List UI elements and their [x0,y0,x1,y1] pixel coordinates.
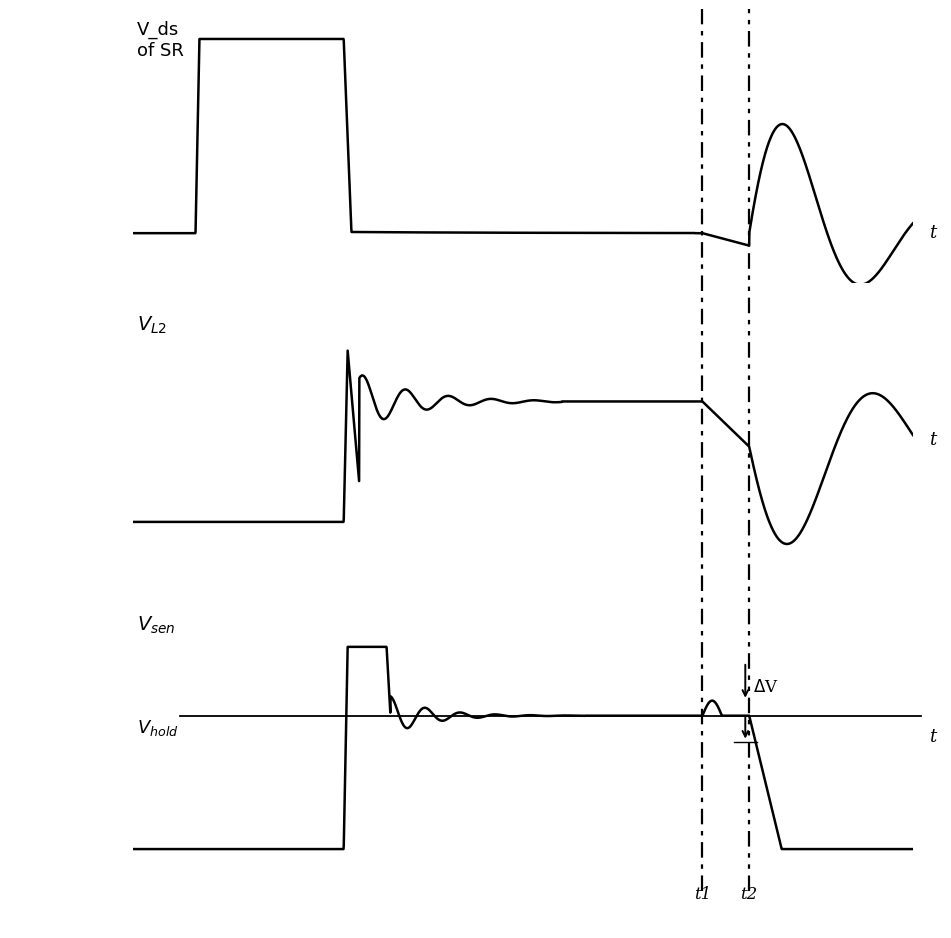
Text: t: t [928,728,936,747]
Text: $V_{sen}$: $V_{sen}$ [137,614,176,636]
Text: $V_{hold}$: $V_{hold}$ [137,718,179,738]
Text: $V_{L2}$: $V_{L2}$ [137,315,167,337]
Text: V_ds
of SR: V_ds of SR [137,21,184,60]
Text: t2: t2 [741,885,758,902]
Text: $\Delta$V: $\Delta$V [753,679,779,696]
Text: t: t [928,431,936,449]
Text: t1: t1 [694,885,711,902]
Text: t: t [928,224,936,242]
